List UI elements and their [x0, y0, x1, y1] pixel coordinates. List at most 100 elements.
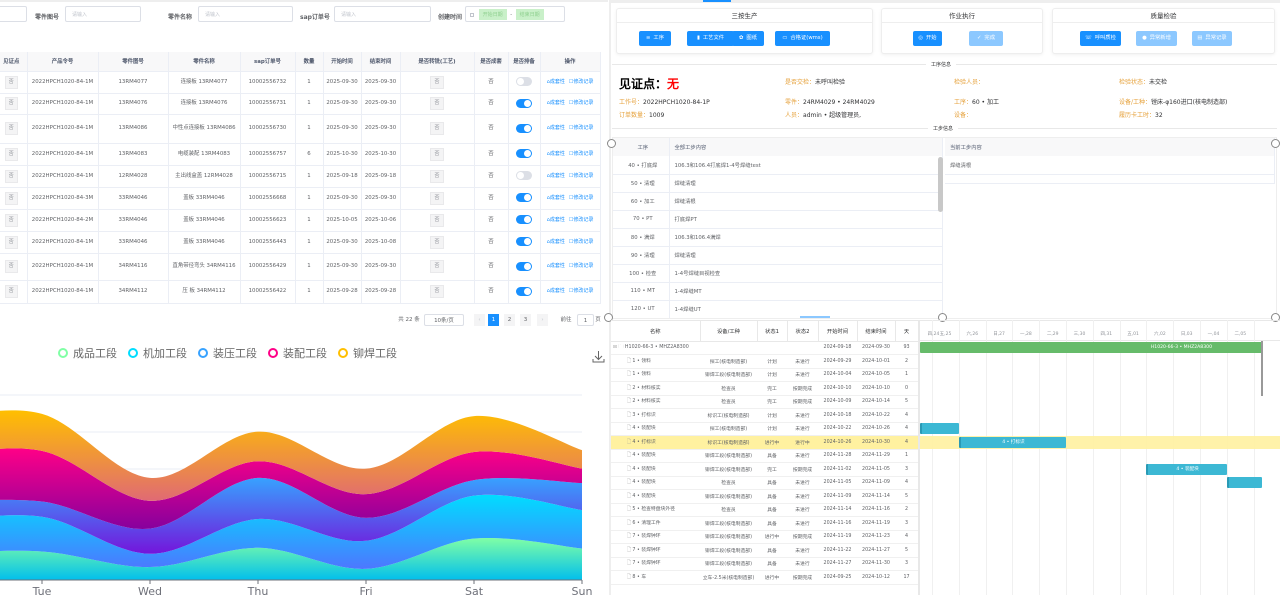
- first-filter-input[interactable]: [0, 6, 27, 22]
- gantt-row[interactable]: 🗋 7 • 装焊钟环 铆焊工段(核电制造部) 进行中 按期完成 2024-11-19 20…: [611, 530, 918, 544]
- active-tab-indicator[interactable]: [703, 0, 731, 2]
- gantt-task-bar[interactable]: 4 • 装配块: [1146, 463, 1227, 475]
- kit-link[interactable]: ⌂成套性: [546, 288, 565, 294]
- action-button[interactable]: ◎ 开始: [913, 31, 942, 46]
- gantt-row[interactable]: 🗋 4 • 装配块 铆焊工段(核电制造部) 具备 未进行 2024-11-09 2024-…: [611, 489, 918, 504]
- history-link[interactable]: ☐修改记录: [568, 194, 594, 201]
- scheduled-toggle[interactable]: [516, 215, 532, 224]
- step-row[interactable]: 70 • PT 打底焊PT: [612, 210, 943, 229]
- history-link[interactable]: ☐修改记录: [568, 172, 594, 179]
- kit-link[interactable]: ⌂成套性: [546, 216, 565, 223]
- legend-item[interactable]: 成品工段: [58, 346, 117, 360]
- history-link[interactable]: ☐修改记录: [568, 125, 594, 131]
- action-button[interactable]: ▮ 工艺文件: [687, 31, 734, 46]
- history-link[interactable]: ☐修改记录: [568, 288, 594, 294]
- gantt-row[interactable]: 🗋 8 • 车 立车-2.5米(核电制造部) 进行中 按期完成 2024-09-25 20…: [611, 570, 918, 585]
- step-row[interactable]: 80 • 满焊 106.3和106.4满焊: [612, 228, 943, 247]
- gantt-row[interactable]: 🗋 5 • 检查特盘块外径 检查员 具备 未进行 2024-11-14 2024-11-1…: [611, 503, 918, 517]
- kit-link[interactable]: ⌂成套性: [546, 150, 565, 157]
- action-button[interactable]: ≡ 工序: [639, 31, 671, 46]
- action-button[interactable]: ✿ 图纸: [732, 31, 764, 46]
- scheduled-toggle[interactable]: [516, 171, 532, 180]
- legend-item[interactable]: 装配工段: [268, 346, 327, 360]
- gantt-task-bar[interactable]: [920, 423, 959, 434]
- gantt-row[interactable]: 🗋 4 • 装配块 探工(核电制造部) 计划 未进行 2024-10-22 2024-10…: [611, 422, 918, 436]
- gantt-parent-row[interactable]: ⊟ 🗀 H1020-66-3 • MHZ2A8300 2024-09-18 2024…: [611, 341, 918, 355]
- scheduled-toggle[interactable]: [516, 77, 532, 86]
- history-link[interactable]: ☐修改记录: [568, 238, 594, 245]
- kit-link[interactable]: ⌂成套性: [546, 125, 565, 131]
- kit-link[interactable]: ⌂成套性: [546, 194, 565, 201]
- scheduled-toggle[interactable]: [516, 193, 532, 202]
- action-button[interactable]: ● 异常新增: [1136, 31, 1177, 46]
- gantt-row[interactable]: 🗋 7 • 装焊钟环 铆焊工段(核电制造部) 具备 未进行 2024-11-22 2024…: [611, 543, 918, 558]
- gantt-vscrollbar[interactable]: [1261, 341, 1263, 396]
- prev-page-button[interactable]: ‹: [474, 314, 485, 326]
- scheduled-toggle[interactable]: [516, 286, 532, 296]
- step-row[interactable]: 60 • 加工 焊缝清根: [612, 192, 943, 211]
- step-table-scrollbar[interactable]: [938, 157, 943, 212]
- gantt-row[interactable]: 🗋 7 • 装焊钟环 铆焊工段(核电制造部) 具备 未进行 2024-11-27 2024…: [611, 557, 918, 571]
- scheduled-toggle[interactable]: [516, 261, 532, 271]
- step-row[interactable]: 90 • 清理 焊缝清理: [612, 246, 943, 265]
- drawing-input[interactable]: 请输入: [65, 6, 141, 22]
- collapse-icon[interactable]: ⊟: [613, 344, 618, 350]
- gantt-row[interactable]: 🗋 4 • 装配块 铆焊工段(核电制造部) 完工 按期完成 2024-11-02 2024…: [611, 462, 918, 477]
- page-size-select[interactable]: 10条/页: [424, 314, 464, 326]
- history-link[interactable]: ☐修改记录: [568, 78, 594, 85]
- kit-link[interactable]: ⌂成套性: [546, 238, 565, 245]
- scheduled-toggle[interactable]: [516, 123, 532, 133]
- start-date-input[interactable]: 开始日期: [478, 9, 507, 20]
- next-page-button[interactable]: ›: [537, 314, 548, 326]
- gantt-row[interactable]: 🗋 1 • 领料 探工(核电制造部) 计划 未进行 2024-09-29 2024-10-…: [611, 354, 918, 369]
- action-button[interactable]: ☏ 呼叫质检: [1080, 31, 1121, 46]
- history-link[interactable]: ☐修改记录: [568, 263, 594, 269]
- end-date-input[interactable]: 结束日期: [515, 9, 544, 20]
- action-button[interactable]: ✓ 完成: [969, 31, 1003, 46]
- gantt-row[interactable]: 🗋 6 • 清理工件 铆焊工段(核电制造部) 具备 未进行 2024-11-16 2024…: [611, 516, 918, 531]
- step-row[interactable]: 120 • UT 1-4焊缝UT: [612, 300, 943, 319]
- gantt-row[interactable]: 🗋 4 • 装配块 铆焊工段(核电制造部) 具备 未进行 2024-11-28 2024-…: [611, 449, 918, 463]
- goto-page-input[interactable]: 1: [577, 314, 594, 326]
- history-link[interactable]: ☐修改记录: [568, 100, 594, 106]
- gantt-task-bar[interactable]: 4 • 打标识: [958, 436, 1066, 448]
- resize-handle[interactable]: [1271, 139, 1280, 148]
- scheduled-toggle[interactable]: [516, 98, 532, 108]
- gantt-row[interactable]: 🗋 3 • 打标识 标识工(核电制造部) 计划 未进行 2024-10-18 2024-1…: [611, 408, 918, 423]
- date-range-picker[interactable]: 开始日期 - 结束日期: [465, 6, 565, 22]
- history-link[interactable]: ☐修改记录: [568, 150, 594, 157]
- step-row[interactable]: 40 • 打底焊 106.3和106.4打底焊1-4号焊缝test: [612, 156, 943, 175]
- kit-link[interactable]: ⌂成套性: [546, 263, 565, 269]
- resize-handle[interactable]: [607, 139, 616, 148]
- legend-item[interactable]: 装压工段: [198, 346, 257, 360]
- scheduled-toggle[interactable]: [516, 149, 532, 158]
- sap-input[interactable]: 请输入: [334, 6, 431, 22]
- kit-link[interactable]: ⌂成套性: [546, 172, 565, 179]
- gantt-splitter[interactable]: [918, 320, 920, 595]
- gantt-row[interactable]: 🗋 2 • 材料核实 检查员 完工 按期完成 2024-10-10 2024-10-10 0: [611, 381, 918, 396]
- gantt-row[interactable]: 🗋 2 • 材料核实 检查员 完工 按期完成 2024-10-09 2024-10-14 5: [611, 395, 918, 409]
- gantt-parent-bar[interactable]: H1020-66-3 • MHZ2A8300: [920, 342, 1262, 353]
- gantt-task-bar[interactable]: [1226, 477, 1262, 488]
- step-row[interactable]: 110 • MT 1-4焊缝MT: [612, 282, 943, 301]
- page-2-button[interactable]: 2: [504, 314, 515, 326]
- download-icon[interactable]: [592, 350, 605, 363]
- gantt-row[interactable]: 🗋 4 • 装配块 检查员 具备 未进行 2024-11-05 2024-11-09 4: [611, 476, 918, 490]
- step-row[interactable]: 100 • 检查 1-4号焊缝目视检查: [612, 264, 943, 283]
- step-row[interactable]: 50 • 清理 焊缝清理: [612, 174, 943, 193]
- kit-link[interactable]: ⌂成套性: [546, 100, 565, 106]
- part-name-input[interactable]: 请输入: [198, 6, 293, 22]
- page-3-button[interactable]: 3: [520, 314, 531, 326]
- resize-handle[interactable]: [938, 313, 947, 322]
- legend-item[interactable]: 机加工段: [128, 346, 187, 360]
- action-button[interactable]: ▤ 异常记录: [1192, 31, 1232, 46]
- history-link[interactable]: ☐修改记录: [568, 216, 594, 223]
- action-button[interactable]: ▭ 合格证(wms): [775, 31, 830, 46]
- step-table-hscroll[interactable]: [800, 316, 830, 318]
- kit-link[interactable]: ⌂成套性: [546, 78, 565, 85]
- resize-handle[interactable]: [604, 313, 613, 322]
- page-1-button[interactable]: 1: [488, 314, 499, 326]
- gantt-row[interactable]: 🗋 1 • 领料 铆焊工段(核电制造部) 计划 未进行 2024-10-04 2024-1…: [611, 368, 918, 382]
- legend-item[interactable]: 铆焊工段: [338, 346, 397, 360]
- gantt-row[interactable]: 🗋 4 • 打标识 标识工(核电制造部) 进行中 进行中 2024-10-26 2024-…: [611, 435, 918, 450]
